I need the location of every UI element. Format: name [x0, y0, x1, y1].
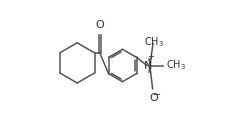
Text: CH$_3$: CH$_3$ — [144, 36, 164, 50]
Text: O: O — [95, 20, 104, 29]
Text: −: − — [153, 90, 162, 100]
Text: N: N — [144, 61, 153, 70]
Text: +: + — [147, 52, 154, 61]
Text: O: O — [149, 93, 158, 103]
Text: CH$_3$: CH$_3$ — [166, 59, 186, 72]
